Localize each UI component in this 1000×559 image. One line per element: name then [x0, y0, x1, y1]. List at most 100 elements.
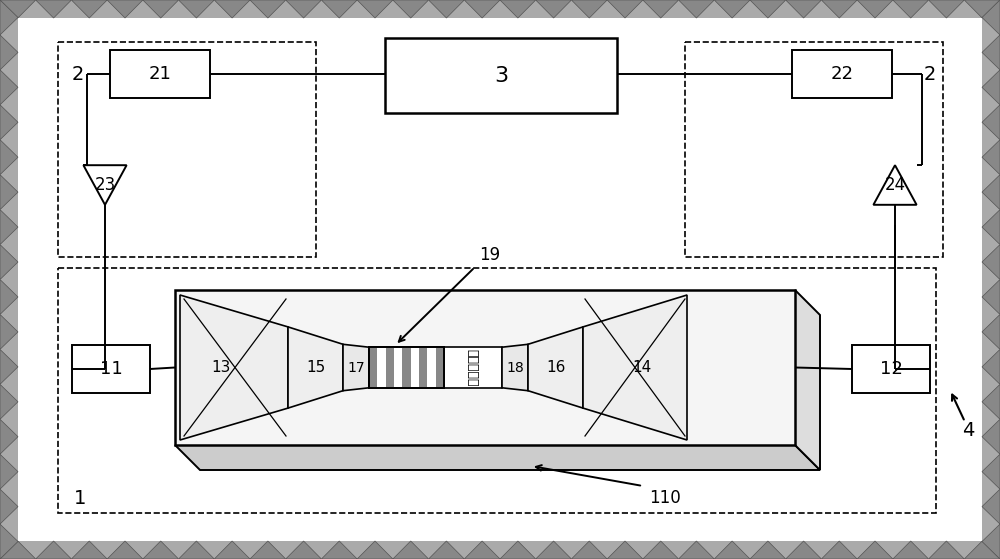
- Polygon shape: [982, 314, 1000, 349]
- Polygon shape: [286, 541, 321, 559]
- Bar: [792, 50, 892, 98]
- Polygon shape: [0, 245, 18, 280]
- Polygon shape: [982, 280, 1000, 314]
- Polygon shape: [343, 344, 369, 391]
- Polygon shape: [393, 541, 429, 559]
- Polygon shape: [873, 165, 917, 205]
- Bar: [436, 347, 444, 388]
- Polygon shape: [250, 0, 286, 18]
- Polygon shape: [821, 0, 857, 18]
- Polygon shape: [982, 524, 1000, 559]
- Polygon shape: [214, 541, 250, 559]
- Polygon shape: [286, 0, 321, 18]
- Text: 4: 4: [962, 420, 974, 439]
- Bar: [58, 42, 316, 257]
- Polygon shape: [0, 0, 36, 18]
- Polygon shape: [143, 541, 179, 559]
- Polygon shape: [0, 541, 36, 559]
- Text: 13: 13: [211, 360, 231, 375]
- Polygon shape: [502, 344, 528, 391]
- Bar: [369, 347, 444, 388]
- Bar: [386, 347, 394, 388]
- Polygon shape: [964, 0, 1000, 18]
- Polygon shape: [571, 541, 607, 559]
- Text: 2: 2: [72, 64, 84, 83]
- Polygon shape: [929, 541, 964, 559]
- Polygon shape: [786, 541, 821, 559]
- Bar: [385, 38, 617, 113]
- Polygon shape: [982, 105, 1000, 140]
- Text: 2: 2: [924, 64, 936, 83]
- Text: 18: 18: [506, 361, 524, 375]
- Polygon shape: [179, 0, 214, 18]
- Polygon shape: [982, 174, 1000, 210]
- Bar: [110, 50, 210, 98]
- Bar: [685, 42, 943, 257]
- Polygon shape: [528, 327, 583, 408]
- Polygon shape: [357, 541, 393, 559]
- Polygon shape: [288, 327, 343, 408]
- Text: 3: 3: [494, 65, 508, 86]
- Polygon shape: [536, 541, 571, 559]
- Bar: [369, 347, 502, 388]
- Polygon shape: [107, 541, 143, 559]
- Bar: [852, 345, 930, 393]
- Polygon shape: [750, 541, 786, 559]
- Polygon shape: [0, 70, 18, 105]
- Polygon shape: [321, 541, 357, 559]
- Text: 15: 15: [306, 360, 325, 375]
- Polygon shape: [83, 165, 127, 205]
- Polygon shape: [0, 174, 18, 210]
- Polygon shape: [982, 140, 1000, 174]
- Text: 110: 110: [649, 489, 681, 507]
- Polygon shape: [982, 210, 1000, 245]
- Polygon shape: [500, 0, 536, 18]
- Text: 23: 23: [94, 176, 116, 194]
- Polygon shape: [982, 35, 1000, 70]
- Bar: [58, 268, 936, 513]
- Polygon shape: [714, 0, 750, 18]
- Polygon shape: [750, 0, 786, 18]
- Text: 24: 24: [884, 176, 906, 194]
- Polygon shape: [500, 541, 536, 559]
- Polygon shape: [982, 0, 1000, 35]
- Polygon shape: [679, 541, 714, 559]
- Polygon shape: [0, 0, 18, 35]
- Text: 16: 16: [546, 360, 565, 375]
- Polygon shape: [679, 0, 714, 18]
- Bar: [402, 347, 411, 388]
- Polygon shape: [795, 290, 820, 470]
- Polygon shape: [982, 419, 1000, 454]
- Polygon shape: [786, 0, 821, 18]
- Text: 21: 21: [149, 65, 171, 83]
- Bar: [369, 347, 377, 388]
- Polygon shape: [571, 0, 607, 18]
- Polygon shape: [982, 454, 1000, 489]
- Bar: [386, 347, 394, 388]
- Bar: [419, 347, 427, 388]
- Text: 测试样品区: 测试样品区: [466, 349, 479, 386]
- Polygon shape: [0, 454, 18, 489]
- Polygon shape: [429, 541, 464, 559]
- Text: 22: 22: [830, 65, 854, 83]
- Text: 1: 1: [74, 489, 86, 508]
- Polygon shape: [179, 541, 214, 559]
- Polygon shape: [36, 541, 71, 559]
- Polygon shape: [607, 0, 643, 18]
- Text: 12: 12: [880, 360, 902, 378]
- Polygon shape: [0, 280, 18, 314]
- Polygon shape: [71, 0, 107, 18]
- Polygon shape: [536, 0, 571, 18]
- Polygon shape: [464, 0, 500, 18]
- Polygon shape: [982, 349, 1000, 385]
- Bar: [175, 290, 795, 445]
- Polygon shape: [250, 541, 286, 559]
- Polygon shape: [0, 210, 18, 245]
- Polygon shape: [643, 541, 679, 559]
- Polygon shape: [36, 0, 71, 18]
- Polygon shape: [982, 489, 1000, 524]
- Bar: [369, 347, 444, 388]
- Polygon shape: [0, 35, 18, 70]
- Polygon shape: [982, 245, 1000, 280]
- Polygon shape: [982, 70, 1000, 105]
